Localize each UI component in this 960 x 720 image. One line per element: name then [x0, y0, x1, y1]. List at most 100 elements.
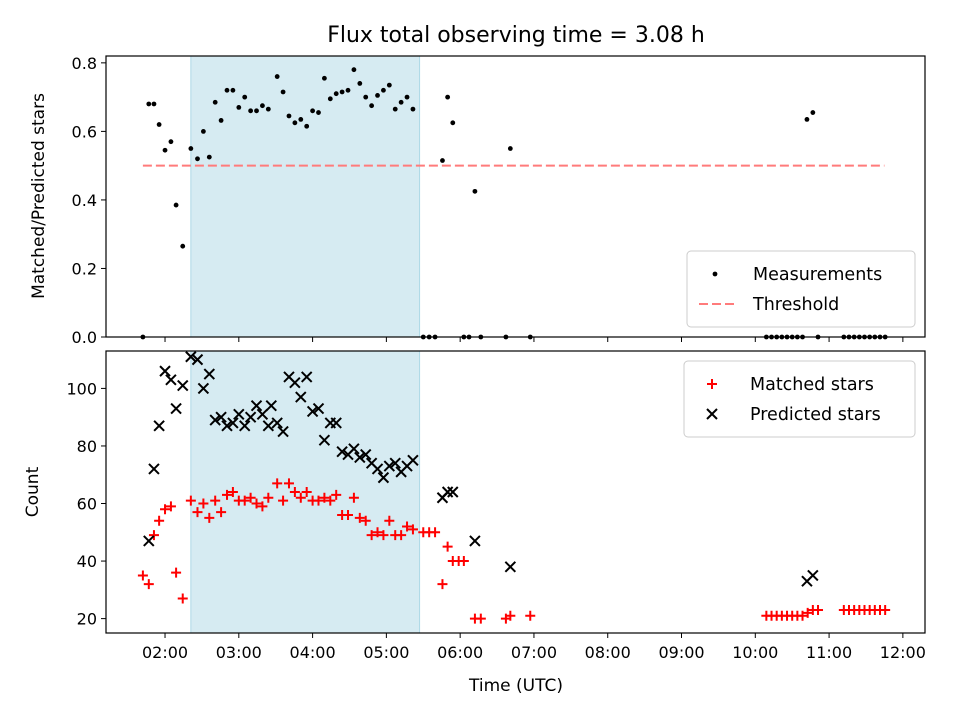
- predicted-star-point: [191, 353, 204, 366]
- measurement-point: [304, 123, 310, 129]
- measurement-point: [265, 106, 271, 112]
- matched-star-point: [283, 478, 294, 489]
- measurement-point: [151, 101, 157, 107]
- measurement-point: [188, 146, 194, 151]
- measurement-point: [369, 103, 375, 109]
- predicted-star-point: [165, 374, 177, 386]
- measurement-point: [286, 113, 292, 119]
- ratio-axis-ticks: 0.0 0.2 0.4 0.6 0.8: [72, 54, 904, 347]
- measurement-point: [224, 87, 230, 93]
- y-tick-label: 0.8: [72, 54, 97, 73]
- measurement-point: [156, 122, 162, 127]
- predicted-star-point: [318, 434, 331, 446]
- matched-star-point: [301, 487, 312, 497]
- measurement-point: [316, 110, 321, 115]
- matched-star-point: [227, 487, 238, 497]
- count-axis-ticks: 02:00 03:00 04:00 05:00 06:00 07:00 08:00 09:00…: [66, 379, 925, 662]
- measurement-point: [445, 94, 451, 100]
- matched-star-point: [319, 492, 330, 503]
- x-tick-label: 05:00: [363, 643, 409, 662]
- measurement-point: [218, 118, 224, 123]
- matched-star-point: [430, 527, 441, 538]
- measurement-point: [230, 87, 236, 93]
- matched-star-point: [378, 530, 389, 541]
- matched-star-point: [348, 492, 359, 503]
- measurement-point: [292, 120, 298, 126]
- x-tick-label: 02:00: [142, 643, 188, 662]
- measurement-point: [254, 108, 259, 114]
- measurement-point: [810, 110, 816, 115]
- x-tick-label: 07:00: [511, 643, 557, 662]
- predicted-star-point: [377, 471, 390, 484]
- measurement-point: [168, 139, 174, 145]
- y-tick-label: 0.4: [72, 191, 97, 210]
- matched-star-point: [525, 610, 536, 621]
- y-tick-label: 80: [77, 437, 97, 456]
- matched-star-point: [245, 492, 256, 503]
- measurement-point: [260, 103, 265, 109]
- matched-star-point: [198, 498, 209, 509]
- measurement-point: [363, 94, 369, 100]
- measurement-point: [310, 108, 315, 114]
- predicted-star-point: [143, 535, 155, 547]
- x-tick-label: 03:00: [216, 643, 262, 662]
- x-axis-label: Time (UTC): [468, 676, 563, 696]
- matched-star-point: [295, 492, 306, 503]
- matched-star-point: [222, 489, 233, 500]
- measurement-point: [472, 188, 478, 194]
- measurement-point: [327, 96, 333, 102]
- measurement-point: [357, 81, 363, 86]
- legend-predicted-swatch: [706, 408, 718, 420]
- legend-box: [683, 360, 916, 438]
- measurement-point: [274, 74, 280, 79]
- measurement-point: [404, 94, 410, 100]
- legend-label: Matched stars: [750, 375, 874, 395]
- y-tick-label: 60: [77, 495, 97, 514]
- measurement-point: [146, 101, 152, 107]
- matched-star-point: [813, 604, 824, 615]
- predicted-star-point: [159, 365, 171, 377]
- predicted-star-point: [289, 376, 301, 389]
- predicted-star-point: [383, 460, 396, 472]
- predicted-star-point: [277, 425, 289, 438]
- x-tick-label: 10:00: [732, 643, 778, 662]
- matched-star-point: [210, 495, 221, 506]
- matched-star-point: [160, 504, 171, 515]
- count-legend: Matched stars Predicted stars: [683, 360, 916, 438]
- predicted-star-point: [330, 417, 342, 429]
- predicted-star-point: [197, 382, 210, 395]
- matched-star-point: [313, 495, 324, 506]
- legend-measurement-swatch: [712, 271, 718, 277]
- measurement-point: [381, 87, 386, 93]
- matched-star-point: [143, 579, 154, 590]
- x-tick-label: 12:00: [880, 643, 926, 662]
- predicted-star-point: [227, 417, 239, 429]
- predicted-star-point: [360, 448, 372, 461]
- matched-star-point: [177, 593, 188, 604]
- predicted-star-point: [469, 535, 481, 547]
- x-tick-label: 11:00: [806, 643, 852, 662]
- predicted-star-point: [209, 414, 221, 426]
- x-tick-label: 06:00: [437, 643, 483, 662]
- matched-star-point: [257, 501, 268, 512]
- y-tick-label: 0.6: [72, 122, 97, 141]
- matched-star-point: [171, 567, 182, 578]
- matched-star-point: [204, 512, 215, 523]
- predicted-star-point: [295, 391, 307, 403]
- matched-star-point: [263, 492, 274, 503]
- predicted-star-point: [807, 569, 819, 582]
- predicted-star-point: [203, 368, 216, 380]
- matched-star-point: [165, 501, 176, 512]
- matched-star-point: [437, 579, 448, 590]
- matched-star-point: [402, 521, 413, 532]
- matched-star-point: [239, 495, 250, 506]
- ratio-panel-frame: [105, 55, 926, 338]
- measurement-point: [195, 156, 200, 162]
- matched-star-point: [289, 487, 300, 497]
- matched-star-point: [251, 498, 262, 509]
- measurement-point: [375, 93, 380, 98]
- measurement-point: [333, 91, 339, 97]
- measurement-point: [173, 202, 179, 208]
- matched-star-point: [458, 556, 469, 567]
- predicted-star-point: [354, 451, 366, 464]
